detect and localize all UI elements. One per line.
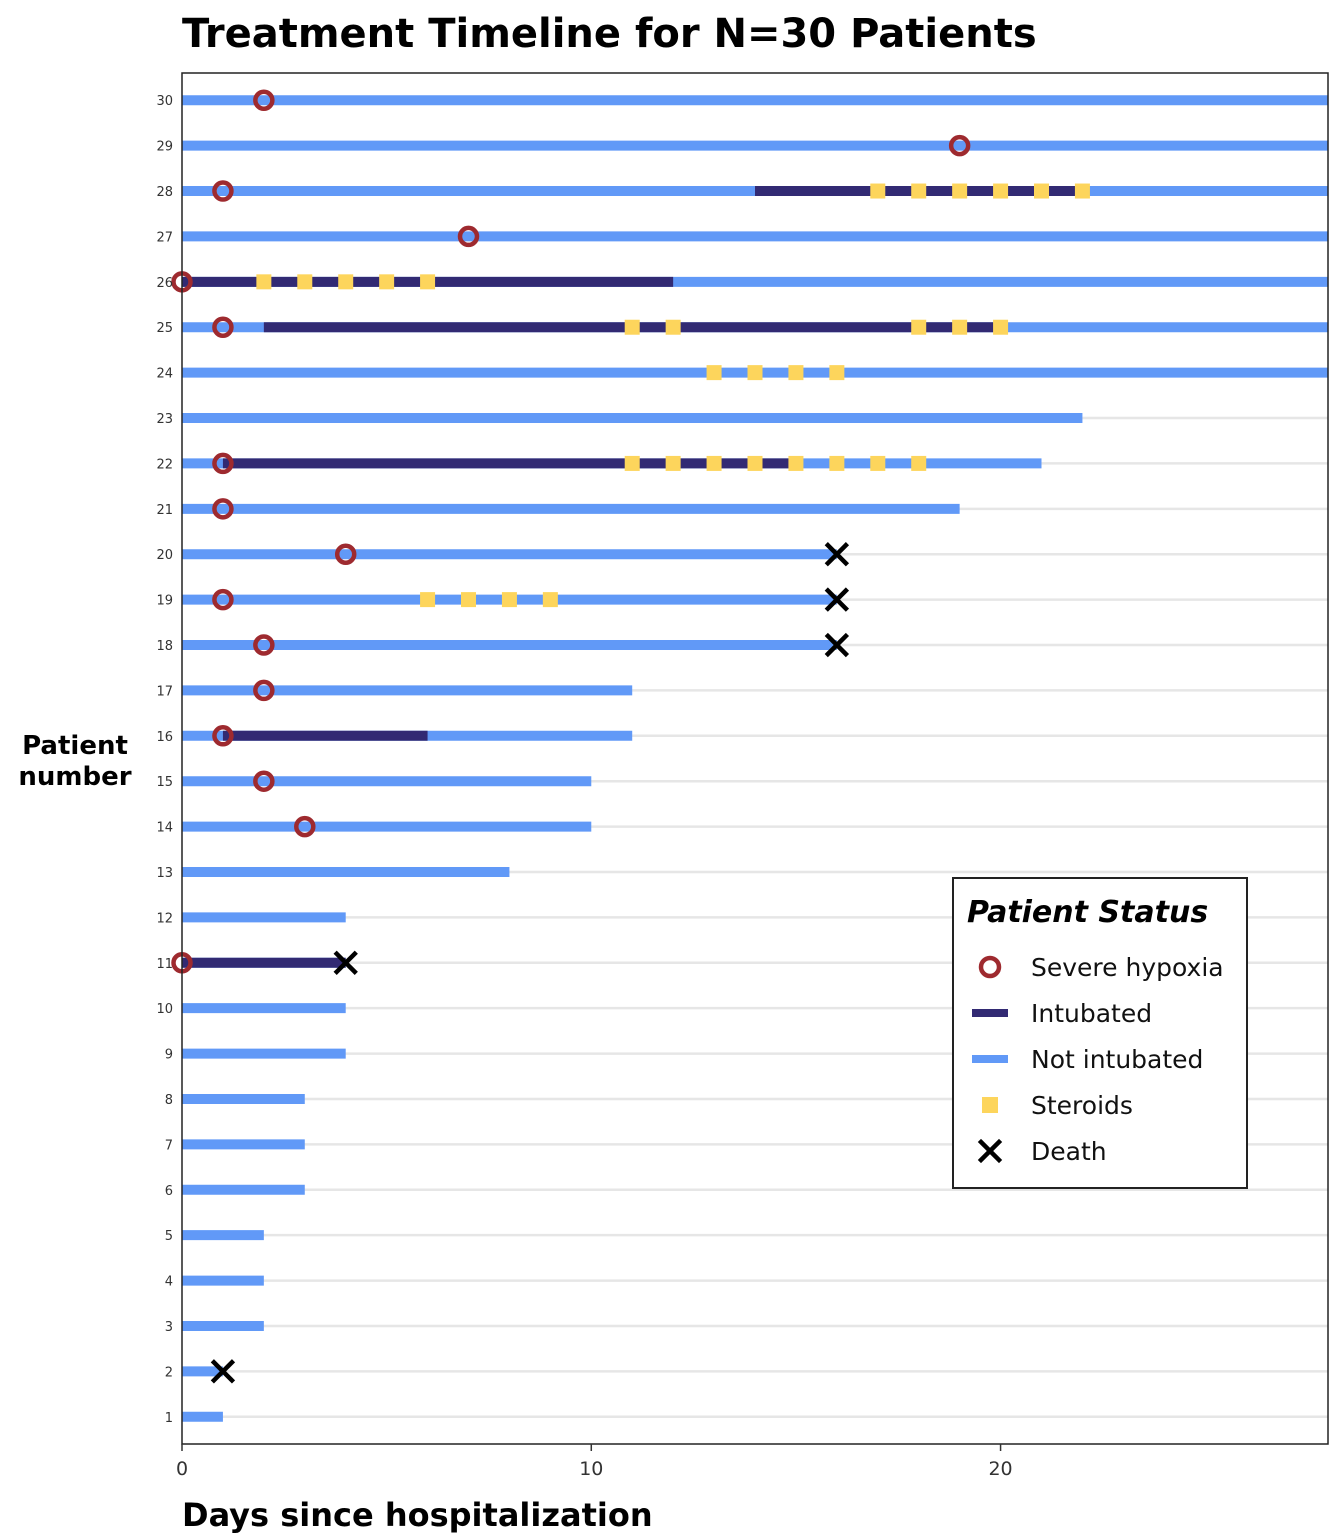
y-tick-label: 21 <box>156 503 173 518</box>
y-tick-label: 25 <box>156 321 173 336</box>
steroid-marker <box>666 320 681 335</box>
steroid-marker <box>707 365 722 380</box>
legend-label: Severe hypoxia <box>1031 953 1224 982</box>
steroid-marker <box>338 274 353 289</box>
y-tick-label: 10 <box>156 1002 173 1017</box>
steroid-marker <box>297 274 312 289</box>
steroid-marker <box>911 184 926 199</box>
steroid-marker <box>911 456 926 471</box>
y-tick-label: 18 <box>156 639 173 654</box>
y-tick-label: 20 <box>156 548 173 563</box>
y-tick-label: 8 <box>165 1093 173 1108</box>
steroid-marker <box>788 365 803 380</box>
y-tick-label: 5 <box>165 1229 173 1244</box>
y-tick-label: 14 <box>156 821 173 836</box>
x-tick-label: 20 <box>988 1458 1012 1480</box>
chart-title: Treatment Timeline for N=30 Patients <box>182 11 1037 57</box>
steroid-marker <box>420 274 435 289</box>
steroid-marker <box>1034 184 1049 199</box>
steroid-marker <box>420 592 435 607</box>
steroid-marker <box>461 592 476 607</box>
steroid-marker <box>870 456 885 471</box>
patient-bars <box>182 100 1328 1417</box>
y-tick-label: 13 <box>156 866 173 881</box>
y-tick-label: 17 <box>156 684 173 699</box>
x-tick-label: 10 <box>579 1458 603 1480</box>
x-axis-label: Days since hospitalization <box>182 1496 653 1534</box>
x-tick-label: 0 <box>176 1458 188 1480</box>
y-tick-label: 6 <box>165 1184 173 1199</box>
steroid-marker <box>379 274 394 289</box>
steroid-marker <box>829 365 844 380</box>
y-tick-label: 28 <box>156 185 173 200</box>
y-tick-label: 4 <box>165 1275 173 1290</box>
steroid-marker <box>911 320 926 335</box>
steroid-marker <box>543 592 558 607</box>
steroid-marker <box>256 274 271 289</box>
steroid-marker <box>748 456 763 471</box>
y-axis-ticks: 1234567891011121314151617181920212223242… <box>156 94 173 1426</box>
y-tick-label: 19 <box>156 594 173 609</box>
legend-label: Not intubated <box>1031 1045 1203 1074</box>
legend-steroid-swatch <box>982 1097 998 1113</box>
steroid-marker <box>625 320 640 335</box>
steroid-marker <box>870 184 885 199</box>
steroid-marker <box>707 456 722 471</box>
y-tick-label: 16 <box>156 730 173 745</box>
y-tick-label: 3 <box>165 1320 173 1335</box>
y-tick-label: 9 <box>165 1048 173 1063</box>
legend-label: Intubated <box>1031 999 1152 1028</box>
x-axis-ticks: 0 10 20 <box>176 1444 1013 1480</box>
grid-lines <box>182 100 1328 1417</box>
y-tick-label: 26 <box>156 276 173 291</box>
steroid-marker <box>993 320 1008 335</box>
y-axis-label-line2: number <box>18 762 131 792</box>
y-tick-label: 2 <box>165 1365 173 1380</box>
y-tick-label: 23 <box>156 412 173 427</box>
steroid-marker <box>788 456 803 471</box>
steroid-marker <box>952 320 967 335</box>
steroid-marker <box>829 456 844 471</box>
y-tick-label: 29 <box>156 140 173 155</box>
legend-title: Patient Status <box>967 895 1208 930</box>
legend-label: Steroids <box>1031 1091 1133 1120</box>
legend: Patient Status Severe hypoxia Intubated No… <box>953 878 1247 1188</box>
y-tick-label: 22 <box>156 457 173 472</box>
y-tick-label: 24 <box>156 367 173 382</box>
y-axis-label-line1: Patient <box>22 731 128 761</box>
y-tick-label: 11 <box>156 957 173 972</box>
y-tick-label: 7 <box>165 1138 173 1153</box>
steroid-marker <box>502 592 517 607</box>
steroid-marker <box>748 365 763 380</box>
legend-label: Death <box>1031 1137 1107 1166</box>
y-tick-label: 12 <box>156 911 173 926</box>
steroid-marker <box>1075 184 1090 199</box>
steroid-marker <box>993 184 1008 199</box>
y-tick-label: 1 <box>165 1411 173 1426</box>
y-tick-label: 30 <box>156 94 173 109</box>
y-tick-label: 27 <box>156 230 173 245</box>
steroid-marker <box>625 456 640 471</box>
steroid-marker <box>666 456 681 471</box>
steroid-marker <box>952 184 967 199</box>
y-tick-label: 15 <box>156 775 173 790</box>
